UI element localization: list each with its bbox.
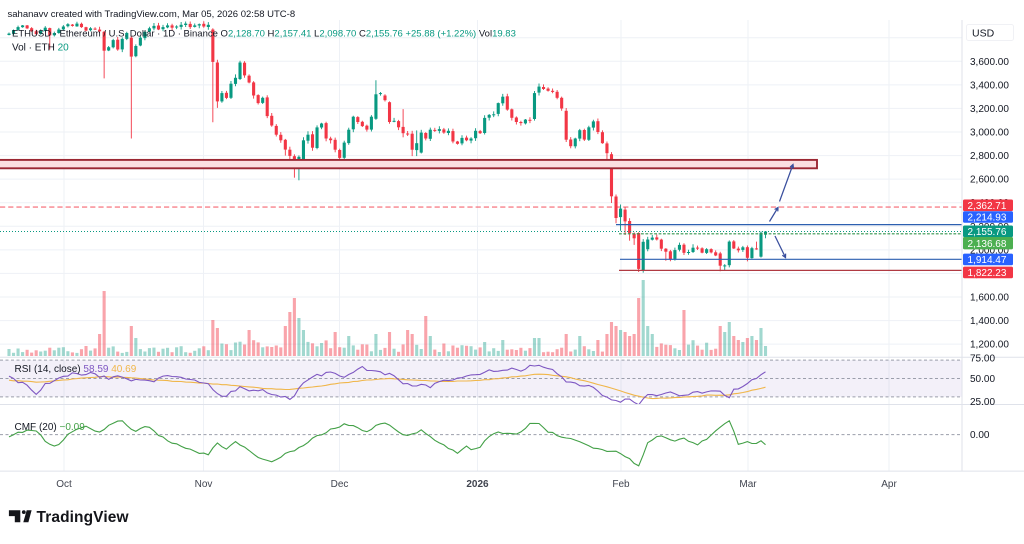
svg-text:2026: 2026 (466, 479, 489, 490)
svg-text:Oct: Oct (56, 479, 72, 490)
svg-text:2,214.93: 2,214.93 (968, 213, 1007, 224)
svg-text:2,800.00: 2,800.00 (970, 151, 1009, 162)
svg-text:50.00: 50.00 (970, 374, 995, 385)
svg-text:2,000.00: 2,000.00 (970, 245, 1009, 256)
svg-text:1,200.00: 1,200.00 (970, 340, 1009, 351)
svg-text:2,136.68: 2,136.68 (968, 239, 1007, 250)
svg-text:1,822.23: 1,822.23 (968, 268, 1007, 279)
svg-text:75.00: 75.00 (970, 353, 995, 364)
svg-text:2,600.00: 2,600.00 (970, 175, 1009, 186)
svg-text:3,000.00: 3,000.00 (970, 128, 1009, 139)
svg-text:1,914.47: 1,914.47 (968, 255, 1007, 266)
svg-text:3,200.00: 3,200.00 (970, 104, 1009, 115)
svg-text:3,600.00: 3,600.00 (970, 57, 1009, 68)
svg-text:2,362.71: 2,362.71 (968, 201, 1007, 212)
svg-text:CMF (20) −0.09: CMF (20) −0.09 (15, 422, 86, 433)
svg-text:3,400.00: 3,400.00 (970, 80, 1009, 91)
svg-text:2,155.76: 2,155.76 (968, 227, 1007, 238)
svg-text:USD: USD (972, 27, 995, 39)
svg-text:TradingView: TradingView (37, 509, 130, 526)
svg-text:Vol · ETH 20: Vol · ETH 20 (12, 43, 69, 54)
svg-text:Nov: Nov (195, 479, 213, 490)
svg-text:1,600.00: 1,600.00 (970, 293, 1009, 304)
svg-text:Mar: Mar (739, 479, 757, 490)
svg-text:RSI (14, close) 58.59 40.69: RSI (14, close) 58.59 40.69 (15, 364, 137, 375)
svg-text:sahanavv created with TradingV: sahanavv created with TradingView.com, M… (8, 9, 296, 20)
svg-text:25.00: 25.00 (970, 397, 995, 408)
svg-text:Dec: Dec (331, 479, 349, 490)
svg-text:Feb: Feb (612, 479, 630, 490)
svg-text:Apr: Apr (881, 479, 897, 490)
svg-text:ETHUSD · Ethereum / U.S. Dolla: ETHUSD · Ethereum / U.S. Dollar · 1D · B… (12, 29, 516, 40)
svg-text:1,400.00: 1,400.00 (970, 316, 1009, 327)
svg-text:0.00: 0.00 (970, 430, 990, 441)
